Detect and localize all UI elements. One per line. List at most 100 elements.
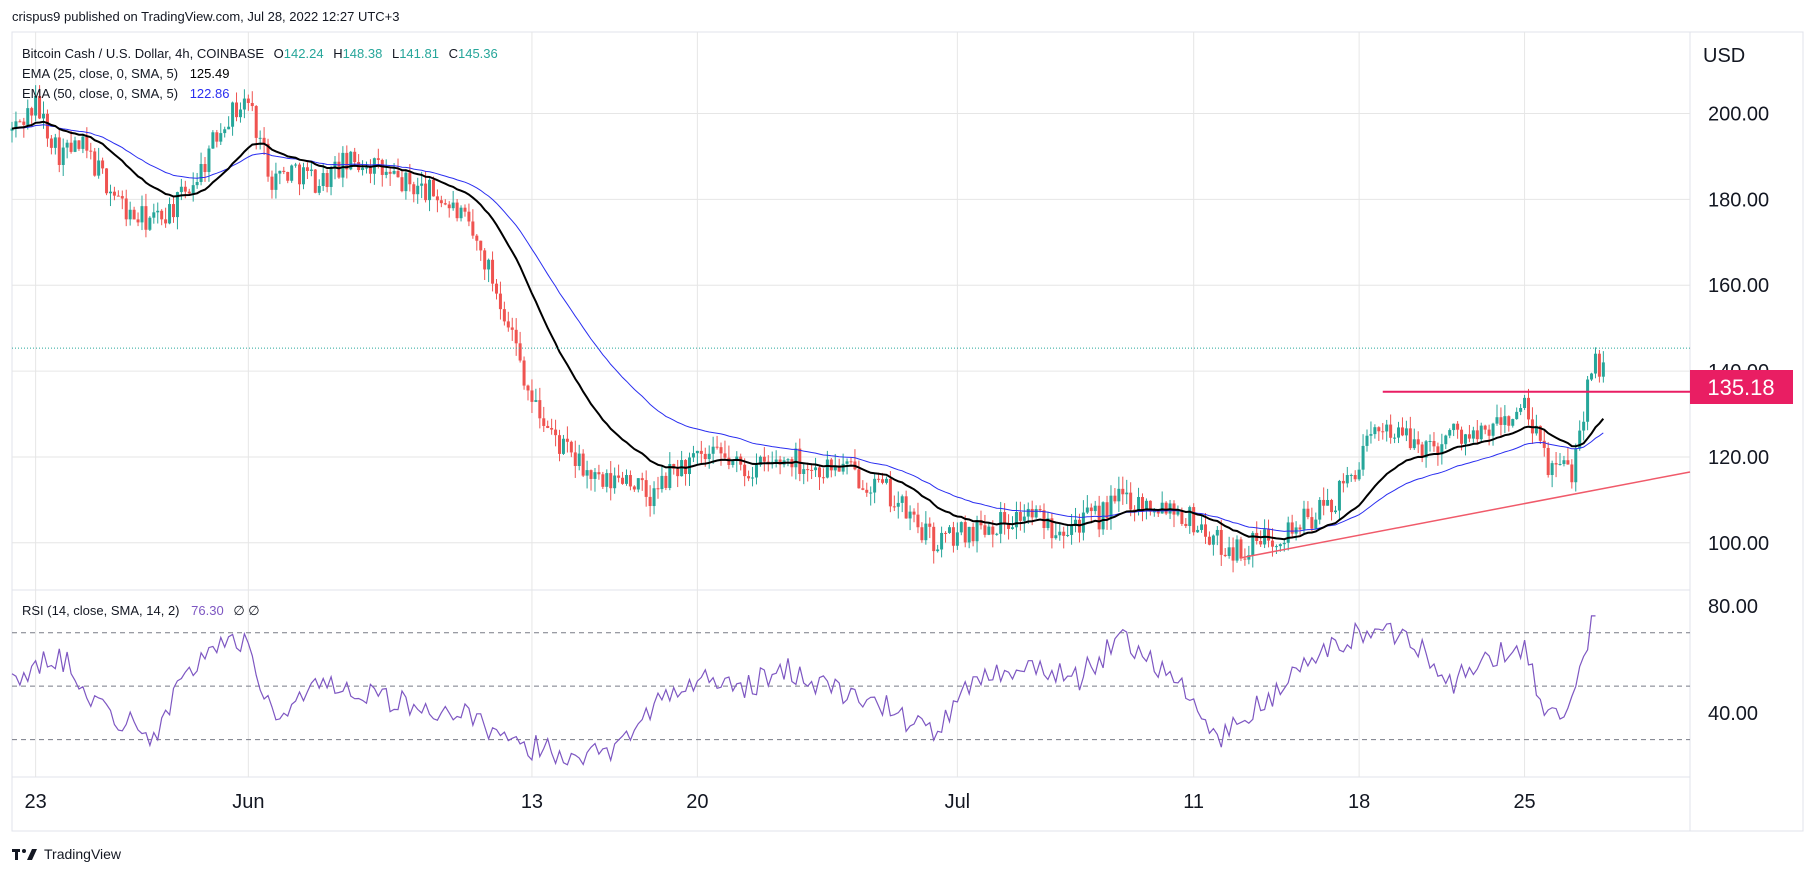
candle-body [1369,434,1373,436]
candle-body [593,472,597,479]
price-badge-value: 135.18 [1707,375,1774,400]
candle-body [806,469,810,471]
candle-body [632,486,636,490]
candle-body [30,108,34,116]
candle-body [475,235,479,241]
candle-body [1085,507,1089,513]
candle-body [1215,529,1219,536]
rsi-tick-label: 40.00 [1708,703,1758,725]
candle-body [424,183,428,201]
svg-text:EMA (50, close, 0, SMA, 5): EMA (50, close, 0, SMA, 5) 122.86 [22,86,229,101]
candle-body [191,185,195,194]
candle-body [652,488,656,507]
candle-body [408,172,412,185]
candle-body [754,464,758,478]
candle-body [365,167,369,169]
candle-body [1231,547,1235,561]
candle-body [546,425,550,428]
candle-body [1593,353,1597,374]
candle-body [112,191,116,196]
candle-body [211,132,215,149]
candle-body [1089,507,1093,512]
candle-body [1322,499,1326,506]
symbol-label: Bitcoin Cash / U.S. Dollar, 4h, COINBASE [22,46,264,61]
candle-body [337,161,341,178]
candle-body [597,472,601,475]
candle-body [526,385,530,391]
candle-body [723,453,727,458]
candle-body [601,474,605,487]
candle-body [290,165,294,181]
candle-body [1156,511,1160,514]
candle-body [494,283,498,294]
candle-body [238,109,242,118]
candle-body [396,171,400,178]
candle-body [353,151,357,163]
candle-body [1204,524,1208,537]
footer-brand[interactable]: TradingView [44,846,122,862]
candle-body [246,98,250,103]
candle-body [262,137,266,144]
candle-body [22,121,26,125]
candle-body [199,164,203,182]
candle-body [447,204,451,209]
candle-body [101,160,105,169]
candle-body [1235,539,1239,561]
candle-body [963,522,967,543]
tradingview-logo-icon[interactable] [12,847,38,861]
drawings[interactable] [1240,390,1691,559]
candle-body [924,523,928,541]
candle-body [215,132,219,142]
candle-body [471,221,475,236]
support-trend-line[interactable] [1240,471,1691,559]
candle-body [1144,500,1148,510]
candle-body [1479,425,1483,440]
price-badge [1690,370,1793,404]
candle-body [841,463,845,472]
candle-body [565,438,569,442]
candle-body [1495,417,1499,424]
candle-body [1018,511,1022,521]
candle-body [1463,434,1467,444]
candle-body [317,185,321,193]
ema50-line [11,124,1604,532]
candle-body [1452,423,1456,431]
candle-body [152,212,156,218]
candle-body [380,159,384,175]
publisher-name[interactable]: crispus9 [12,9,61,24]
candle-body [1109,495,1113,519]
candle-body [140,206,144,223]
candle-body [171,204,175,218]
candle-body [1467,434,1471,439]
candle-body [144,206,148,230]
candle-body [498,293,502,310]
candle-body [77,140,81,149]
candle-body [510,327,514,330]
candle-body [735,456,739,460]
candle-body [1586,379,1590,422]
candle-body [120,196,124,199]
candle-body [518,343,522,361]
candle-body [573,452,577,466]
candle-body [1397,427,1401,438]
candle-body [108,191,112,194]
candle-body [743,464,747,477]
candle-body [1207,536,1211,545]
candle-body [648,496,652,507]
publish-header: crispus9 published on TradingView.com, J… [12,9,400,24]
candle-body [491,259,495,284]
candle-body [392,171,396,174]
rsi-line [11,615,1596,766]
candle-body [1306,508,1310,518]
candle-body [821,477,825,479]
candle-body [849,461,853,463]
candle-body [1448,430,1452,436]
candle-body [309,169,313,171]
candle-body [896,502,900,507]
candle-body [1601,362,1605,377]
candle-body [404,172,408,192]
candle-body [1542,440,1546,448]
high-value: 148.38 [343,46,383,61]
candle-body [1298,527,1302,530]
